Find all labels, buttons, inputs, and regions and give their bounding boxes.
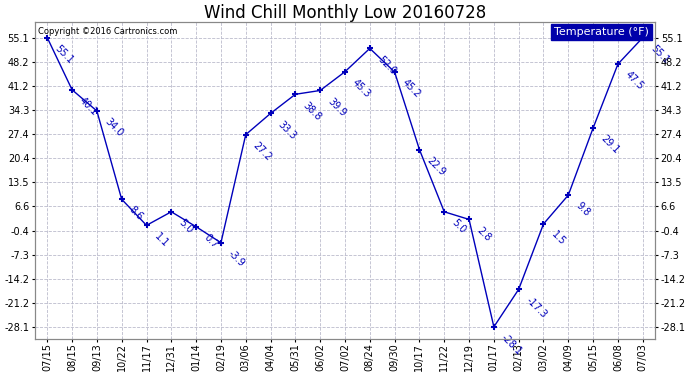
Text: -17.3: -17.3 (524, 295, 549, 320)
Text: 40.1: 40.1 (77, 95, 100, 117)
Title: Wind Chill Monthly Low 20160728: Wind Chill Monthly Low 20160728 (204, 4, 486, 22)
Text: 1.5: 1.5 (549, 230, 567, 248)
Text: 1.1: 1.1 (152, 231, 170, 249)
Text: 5.0: 5.0 (450, 217, 468, 235)
Text: Temperature (°F): Temperature (°F) (554, 27, 649, 37)
Text: 0.7: 0.7 (201, 232, 219, 250)
Text: 5.0: 5.0 (177, 217, 195, 235)
Text: -28.1: -28.1 (500, 332, 524, 357)
Text: 2.8: 2.8 (475, 225, 493, 243)
Text: 55.1: 55.1 (53, 43, 75, 66)
Text: 27.2: 27.2 (251, 140, 274, 163)
Text: 45.3: 45.3 (351, 77, 373, 99)
Text: 52.0: 52.0 (375, 54, 397, 76)
Text: 9.8: 9.8 (574, 201, 592, 219)
Text: 45.2: 45.2 (400, 78, 422, 100)
Text: 29.1: 29.1 (599, 134, 621, 156)
Text: 33.3: 33.3 (276, 119, 298, 141)
Text: 47.5: 47.5 (624, 70, 646, 92)
Text: 39.9: 39.9 (326, 96, 348, 118)
Text: 22.9: 22.9 (425, 155, 447, 177)
Text: 34.0: 34.0 (102, 117, 125, 139)
Text: Copyright ©2016 Cartronics.com: Copyright ©2016 Cartronics.com (38, 27, 177, 36)
Text: 38.8: 38.8 (301, 100, 323, 122)
Text: -3.9: -3.9 (226, 248, 247, 268)
Text: 55.1: 55.1 (649, 43, 671, 66)
Text: 8.6: 8.6 (127, 205, 145, 223)
